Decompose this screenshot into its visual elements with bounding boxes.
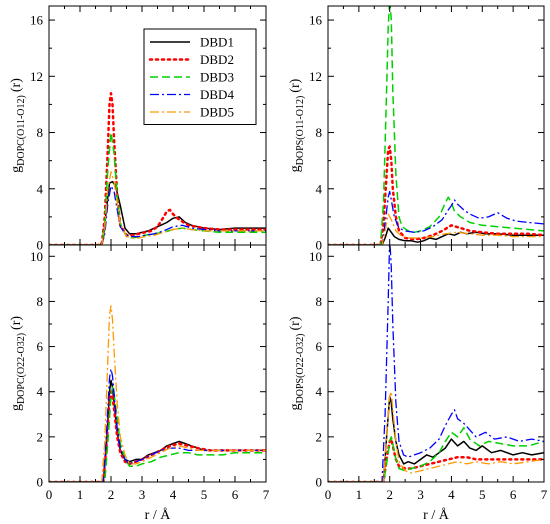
- y-label-suffix: (r): [9, 78, 24, 92]
- x-axis-label: r / Å: [145, 507, 172, 523]
- panel-bottom-right: 0 1 2 3 4 5 6 7 r / Å 0 2 4 6 8 10 gDOPS(O22-O32) (r): [288, 244, 548, 523]
- series-group: [49, 305, 266, 482]
- y-tick-label: 4: [316, 384, 323, 399]
- y-tick-label: 0: [37, 475, 44, 490]
- series-line-dbd4: [328, 190, 544, 245]
- series-line-dbd4: [49, 185, 266, 245]
- y-label-subscript: DOPS(O11-O12): [295, 96, 306, 166]
- y-axis-label: gDOPC(O22-O32) (r): [9, 316, 27, 411]
- y-label-suffix: (r): [288, 78, 303, 92]
- plot-frame: [48, 244, 267, 483]
- y-label-subscript: DOPS(O22-O32): [295, 334, 306, 404]
- y-tick-label: 0: [316, 475, 323, 490]
- y-tick-label: 4: [37, 384, 44, 399]
- y-label-main: g: [9, 166, 24, 173]
- y-label-subscript: DOPC(O11-O12): [16, 95, 27, 166]
- x-tick-label: 7: [263, 487, 270, 502]
- legend-label-dbd1: DBD1: [200, 35, 234, 50]
- y-axis-label: gDOPS(O22-O32) (r): [288, 316, 306, 410]
- x-tick-label: 6: [232, 487, 239, 502]
- y-tick-label: 8: [316, 125, 323, 140]
- y-tick-label: 4: [316, 181, 323, 196]
- series-line-dbd2: [328, 145, 544, 245]
- legend-label-dbd4: DBD4: [200, 87, 234, 102]
- series-line-dbd1: [49, 379, 266, 482]
- x-tick-label: 3: [417, 487, 424, 502]
- y-tick-label: 0: [37, 238, 44, 253]
- series-group: [49, 91, 266, 245]
- panel-top-left: 0 4 8 12 16 gDOPC(O11-O12) (r) DBD1 DBD2 DBD3 DBD4…: [9, 5, 267, 253]
- y-label-subscript: DOPC(O22-O32): [16, 333, 27, 404]
- y-tick-label: 6: [316, 339, 323, 354]
- series-line-dbd3: [49, 131, 266, 245]
- y-tick-label: 8: [37, 125, 44, 140]
- x-tick-label: 6: [510, 487, 517, 502]
- legend: DBD1 DBD2 DBD3 DBD4 DBD5: [143, 28, 257, 125]
- legend-label-dbd3: DBD3: [200, 70, 234, 85]
- series-group: [328, 6, 544, 245]
- y-label-main: g: [288, 404, 303, 411]
- series-line-dbd5: [49, 171, 266, 245]
- x-tick-label: 1: [356, 487, 363, 502]
- y-tick-label: 2: [37, 429, 44, 444]
- series-line-dbd3: [328, 427, 544, 482]
- x-tick-label: 3: [139, 487, 146, 502]
- series-line-dbd3: [328, 6, 544, 245]
- series-line-dbd5: [328, 213, 544, 245]
- plot-frame: [327, 5, 545, 246]
- y-tick-label: 2: [316, 429, 323, 444]
- series-line-dbd3: [49, 386, 266, 482]
- y-tick-label: 10: [309, 249, 322, 264]
- y-axis-label: gDOPC(O11-O12) (r): [9, 78, 27, 173]
- y-axis-label: gDOPS(O11-O12) (r): [288, 78, 306, 172]
- y-tick-label: 8: [316, 294, 323, 309]
- series-line-dbd5: [328, 391, 544, 482]
- y-label-main: g: [288, 165, 303, 172]
- x-tick-label: 5: [479, 487, 486, 502]
- x-tick-label: 5: [201, 487, 208, 502]
- y-tick-label: 16: [30, 13, 44, 28]
- x-tick-label: 2: [108, 487, 115, 502]
- series-group: [328, 245, 544, 482]
- x-tick-label: 1: [77, 487, 84, 502]
- series-line-dbd2: [49, 91, 266, 245]
- x-tick-label: 4: [448, 487, 455, 502]
- series-line-dbd1: [49, 180, 266, 245]
- y-tick-label: 12: [30, 69, 43, 84]
- y-tick-label: 12: [309, 69, 322, 84]
- plot-frame: [327, 244, 545, 483]
- series-line-dbd2: [49, 390, 266, 482]
- y-tick-label: 16: [309, 13, 323, 28]
- series-line-dbd5: [49, 305, 266, 482]
- y-label-suffix: (r): [288, 316, 303, 330]
- series-line-dbd4: [328, 245, 544, 482]
- y-tick-label: 8: [37, 294, 44, 309]
- legend-label-dbd2: DBD2: [200, 52, 234, 67]
- x-tick-label: 4: [170, 487, 177, 502]
- y-label-main: g: [9, 404, 24, 411]
- x-tick-label: 7: [541, 487, 548, 502]
- y-tick-label: 10: [30, 249, 43, 264]
- x-tick-label: 0: [325, 487, 332, 502]
- panel-bottom-left: 0 1 2 3 4 5 6 7 r / Å 0 2 4 6 8 10 gDOPC(O22-O32) (r): [9, 244, 270, 523]
- x-tick-label: 0: [46, 487, 53, 502]
- legend-label-dbd5: DBD5: [200, 105, 234, 120]
- y-label-suffix: (r): [9, 316, 24, 330]
- panel-top-right: 0 4 8 12 16 gDOPS(O11-O12) (r): [288, 5, 545, 253]
- y-tick-label: 0: [316, 238, 323, 253]
- x-axis-label: r / Å: [423, 507, 450, 523]
- series-line-dbd4: [49, 368, 266, 482]
- x-tick-label: 2: [386, 487, 393, 502]
- y-tick-label: 6: [37, 339, 44, 354]
- y-tick-label: 4: [37, 181, 44, 196]
